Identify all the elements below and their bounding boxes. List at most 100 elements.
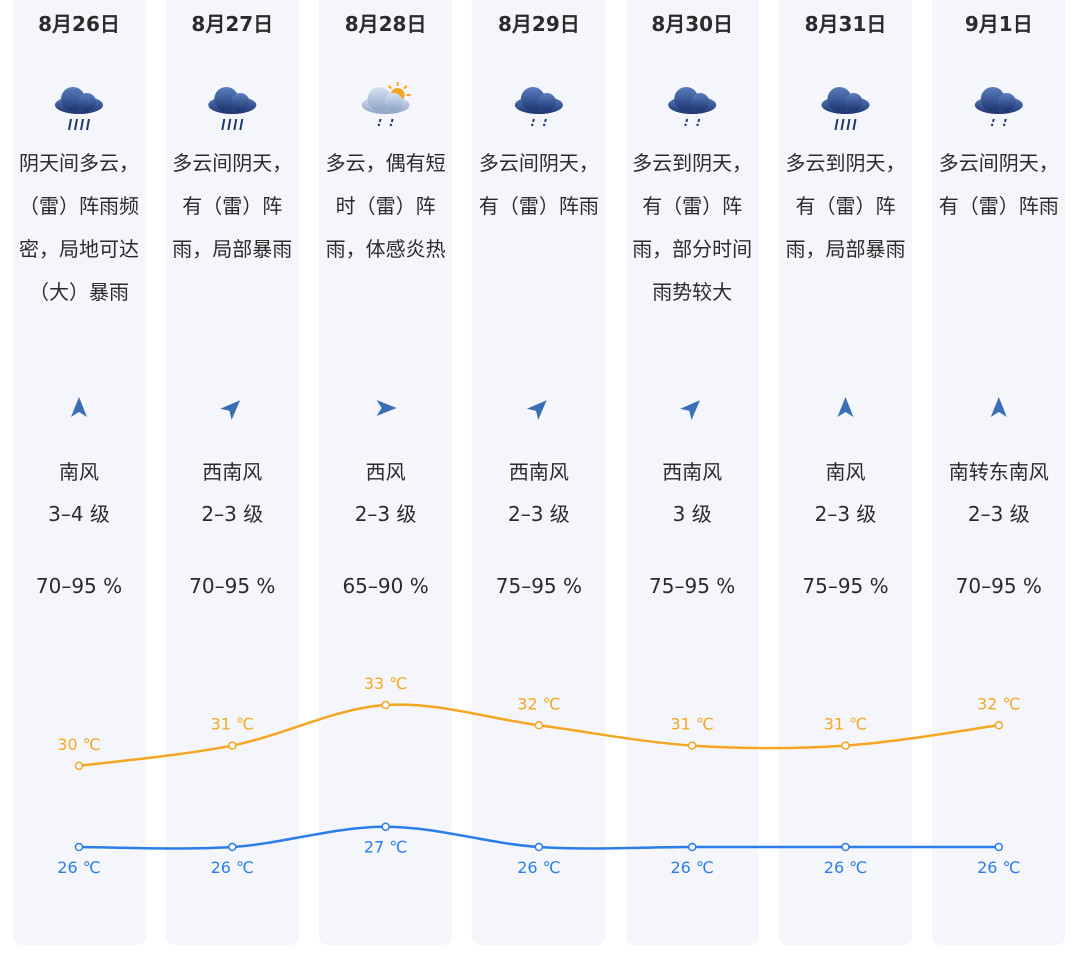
wind-level: 3–4 级 (48, 502, 110, 526)
temp-point (534, 842, 544, 852)
sun-ray (387, 85, 392, 90)
cloud (537, 93, 556, 111)
temp-label: 31 ℃ (824, 715, 867, 734)
cloud (384, 93, 403, 111)
rain (221, 118, 226, 131)
temp-label: 30 ℃ (57, 735, 100, 754)
weather-icon (974, 87, 1023, 127)
temp-label: 27 ℃ (364, 838, 407, 857)
cloud (997, 93, 1016, 111)
weather-desc: 多云间阴天，有（雷）阵雨 (938, 151, 1059, 218)
wind-arrow (680, 400, 700, 421)
humidity: 70–95 % (955, 574, 1042, 598)
weather-desc: 多云间阴天，有（雷）阵雨，局部暴雨 (172, 151, 293, 261)
wind-level: 2–3 级 (354, 502, 417, 526)
date: 8月28日 (344, 12, 427, 36)
rain (86, 118, 90, 131)
temp-label: 26 ℃ (824, 858, 867, 877)
wind-direction: 南风 (825, 460, 866, 484)
day-card (932, 0, 1066, 945)
weather-icon (821, 87, 870, 131)
temp-label: 26 ℃ (517, 858, 560, 877)
temp-point (994, 842, 1004, 852)
weather-icon (514, 87, 563, 127)
temp-label: 26 ℃ (57, 858, 100, 877)
wind-direction: 西风 (365, 460, 406, 484)
temp-point (381, 822, 390, 831)
date: 8月30日 (651, 12, 734, 36)
temp-point (74, 842, 84, 852)
rain (389, 118, 394, 127)
wind-direction: 西南风 (662, 460, 723, 484)
temp-point (534, 721, 544, 730)
day-card (472, 0, 606, 945)
temp-label: 33 ℃ (364, 674, 407, 693)
temp-label: 26 ℃ (977, 858, 1020, 877)
cloud (78, 93, 96, 111)
rain (74, 118, 78, 131)
temp-point (687, 741, 697, 750)
weather-desc: 多云到阴天，有（雷）阵雨，局部暴雨 (785, 151, 906, 261)
wind-level: 2–3 级 (814, 502, 877, 526)
temp-label: 31 ℃ (670, 715, 713, 734)
cloud (231, 93, 250, 111)
cloud (844, 93, 863, 111)
weather-icon (208, 87, 257, 131)
temp-label: 31 ℃ (211, 715, 254, 734)
date: 8月31日 (804, 12, 887, 36)
humidity: 75–95 % (495, 574, 583, 598)
cloud (691, 93, 710, 111)
sun-ray (403, 85, 408, 90)
rain (696, 118, 701, 127)
humidity: 75–95 % (649, 574, 736, 598)
rain (239, 118, 244, 131)
day-card (12, 0, 146, 945)
rain (68, 118, 72, 131)
wind-arrow (71, 397, 87, 417)
wind-direction: 南转东南风 (948, 460, 1049, 484)
rain (80, 118, 84, 131)
date: 8月27日 (191, 12, 274, 36)
temp-point (994, 721, 1004, 730)
day-card (165, 0, 299, 945)
humidity: 65–90 % (342, 574, 429, 598)
day-card (319, 0, 453, 945)
rain (542, 118, 547, 127)
humidity: 70–95 % (35, 574, 123, 598)
weather-icon (361, 82, 411, 127)
weather-desc: 多云间阴天，有（雷）阵雨 (478, 151, 599, 218)
temp-label: 26 ℃ (211, 858, 254, 877)
wind-arrow (990, 397, 1007, 417)
rain (530, 118, 535, 127)
wind-arrow (526, 400, 547, 421)
wind-direction: 西南风 (508, 460, 569, 484)
rain (1002, 118, 1007, 127)
weather-desc: 阴天间多云，（雷）阵雨频密，局地可达（大）暴雨 (19, 151, 139, 304)
temp-point (841, 842, 850, 852)
rain (846, 118, 851, 131)
temp-label: 26 ℃ (670, 858, 713, 877)
day-card (779, 0, 912, 945)
humidity: 70–95 % (189, 574, 276, 598)
rain (834, 118, 839, 131)
date: 8月29日 (498, 12, 580, 36)
weather-desc: 多云到阴天，有（雷）阵雨，部分时间雨势较大 (632, 151, 753, 304)
temp-point (228, 741, 237, 750)
wind-arrow (220, 400, 241, 421)
wind-level: 2–3 级 (507, 502, 570, 526)
rain (684, 118, 689, 127)
rain (227, 118, 232, 131)
rain (377, 118, 382, 127)
wind-level: 3 级 (672, 502, 712, 526)
day-card (625, 0, 759, 945)
temp-point (687, 842, 697, 852)
weather-icon (55, 87, 103, 131)
wind-direction: 南风 (59, 460, 99, 484)
wind-arrow (837, 397, 854, 417)
rain (840, 118, 845, 131)
wind-level: 2–3 级 (967, 502, 1030, 526)
date: 8月26日 (38, 12, 120, 36)
weather-icon (668, 87, 717, 127)
